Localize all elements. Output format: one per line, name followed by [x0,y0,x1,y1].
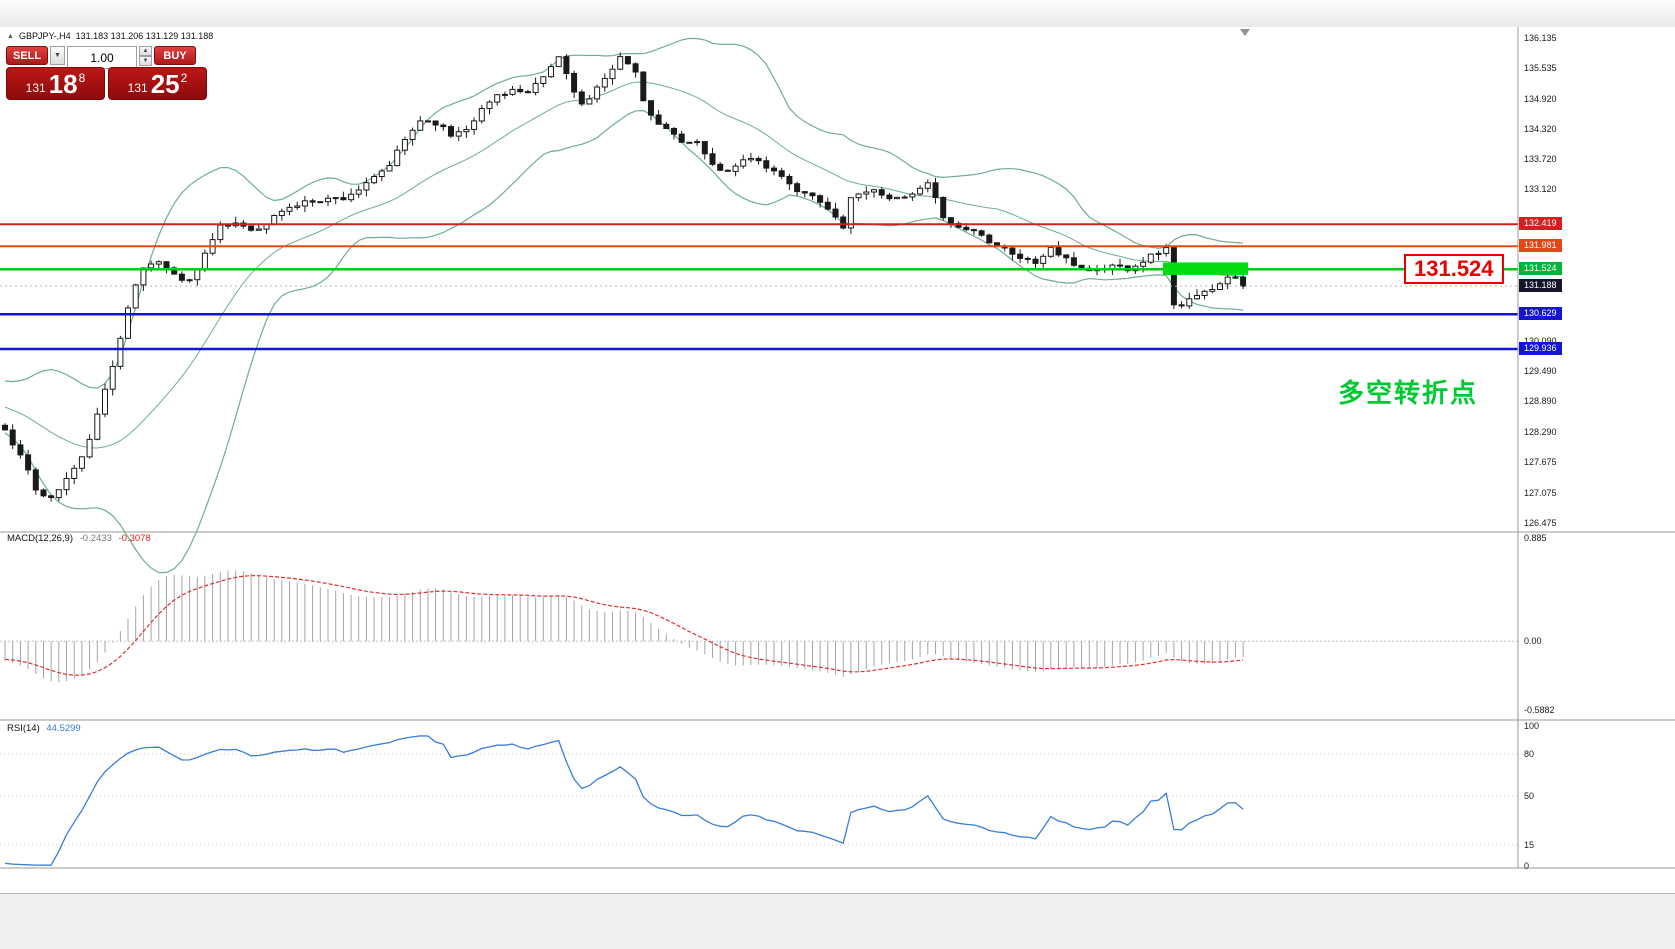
volume-input[interactable] [67,46,137,69]
buy-price-big: 25 [150,68,180,99]
sell-price-prefix: 131 [25,81,46,95]
macd-signal-value: -0.3078 [118,533,151,544]
macd-indicator-label: MACD(12,26,9) -0.2433 -0.3078 [7,533,151,544]
rsi-name: RSI(14) [7,723,40,734]
macd-name: MACD(12,26,9) [7,533,73,544]
rsi-value: 44.5299 [46,723,81,734]
symbol-title: GBPJPY-,H4 [18,31,71,41]
volume-stepper[interactable]: ▲ ▼ [139,46,152,66]
macd-plot [0,570,1518,683]
one-click-trading-panel: SELL ▼ ▲ ▼ BUY 131 18 8 131 25 2 [6,46,207,100]
stepper-down-icon[interactable]: ▼ [139,56,152,66]
buy-button[interactable]: BUY [154,46,196,65]
macd-main-value: -0.2433 [79,533,112,544]
chart-window[interactable]: ▲ GBPJPY-,H4 131.183 131.206 131.129 131… [0,27,1675,949]
pane-separators [0,27,1675,869]
sell-price-sup: 8 [78,71,86,85]
price-overlays [0,223,1518,351]
price-callout-label[interactable]: 131.524 [1404,254,1504,284]
buy-price-sup: 2 [180,71,188,85]
volume-dropdown-icon[interactable]: ▼ [50,46,65,65]
buy-price-button[interactable]: 131 25 2 [108,67,207,100]
sell-price-button[interactable]: 131 18 8 [6,67,105,100]
rsi-plot [0,735,1518,866]
sell-button[interactable]: SELL [6,46,48,65]
buy-price-prefix: 131 [127,81,148,95]
chart-shift-icon[interactable] [1240,29,1250,36]
pivot-annotation[interactable]: 多空转折点 [1338,378,1479,408]
stepper-up-icon[interactable]: ▲ [139,46,152,56]
rsi-indicator-label: RSI(14) 44.5299 [7,723,81,734]
candles [2,52,1247,502]
one-click-collapse-icon[interactable]: ▲ [7,32,14,40]
symbol-header: ▲ GBPJPY-,H4 131.183 131.206 131.129 131… [7,31,213,41]
chart-canvas[interactable] [0,27,1675,893]
trade-panel-prices: 131 18 8 131 25 2 [6,67,207,100]
trade-panel-controls: SELL ▼ ▲ ▼ BUY [6,46,207,69]
main-toolbar [0,0,1675,28]
sell-price-big: 18 [48,68,78,99]
window-bottom-filler [0,893,1675,949]
symbol-ohlc: 131.183 131.206 131.129 131.188 [75,31,214,41]
bollinger-bands [4,37,1244,574]
